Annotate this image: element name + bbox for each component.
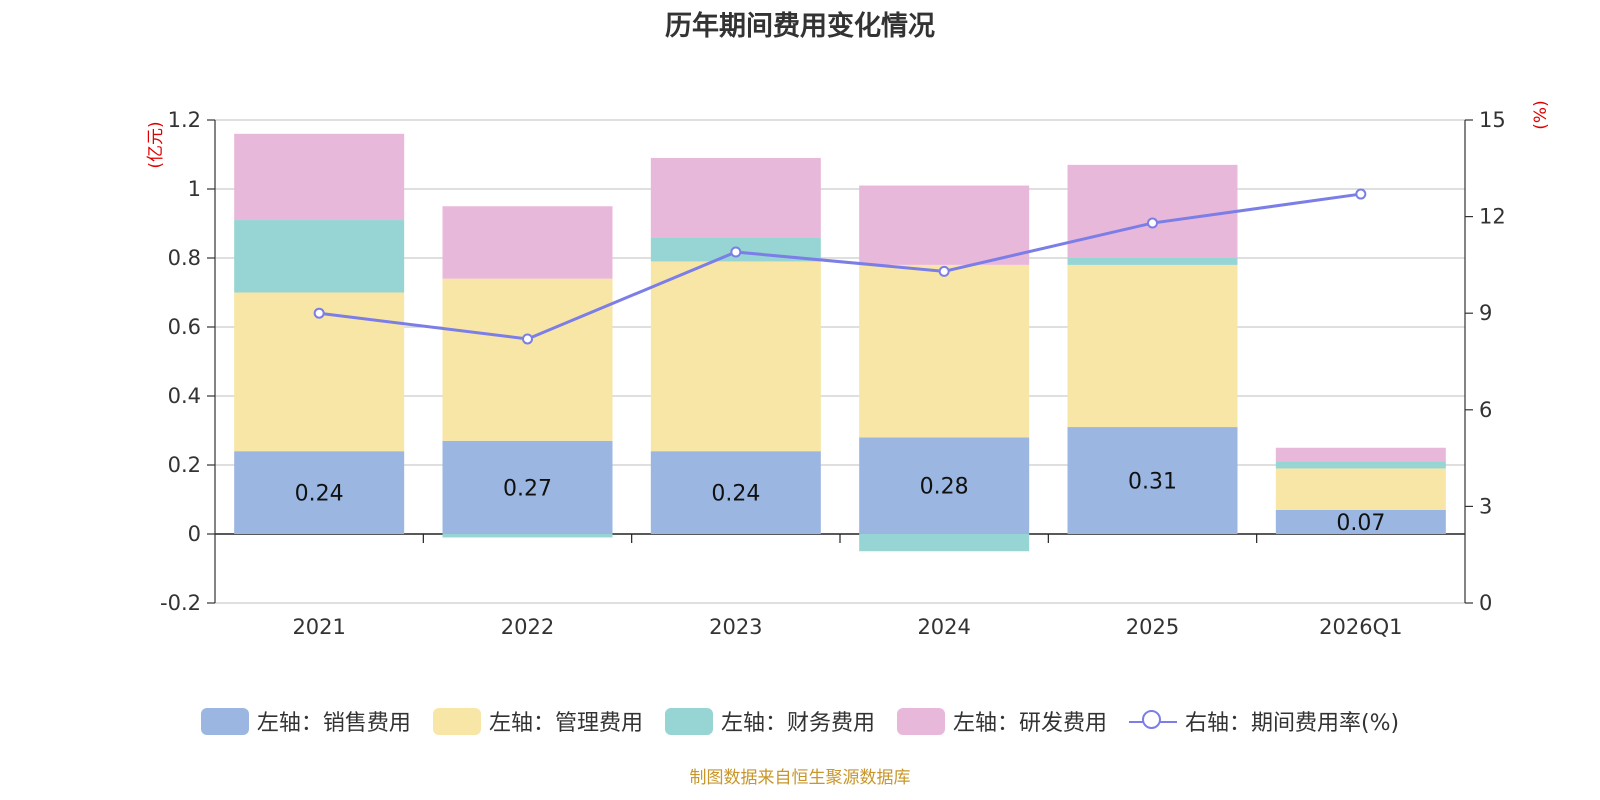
right-axis-unit-label: (%) bbox=[1531, 100, 1551, 129]
bar-segment-series-3 bbox=[234, 220, 405, 293]
legend-swatch bbox=[664, 707, 713, 735]
legend-item-4[interactable]: 左轴：研发费用 bbox=[896, 705, 1107, 737]
x-axis-tick-label: 2025 bbox=[1126, 615, 1179, 639]
x-axis-tick-label: 2022 bbox=[501, 615, 554, 639]
legend-swatch bbox=[896, 707, 945, 735]
legend-label: 左轴：管理费用 bbox=[488, 711, 643, 736]
left-axis-tick-label: -0.2 bbox=[160, 591, 201, 615]
bar-segment-series-3 bbox=[1275, 461, 1446, 469]
bar-data-label: 0.07 bbox=[1336, 511, 1385, 536]
right-axis-tick-label: 15 bbox=[1479, 108, 1506, 132]
right-axis-tick-label: 0 bbox=[1479, 591, 1492, 615]
bar-segment-series-2 bbox=[1275, 468, 1446, 510]
legend-swatch bbox=[200, 707, 249, 735]
legend-label: 左轴：财务费用 bbox=[720, 711, 875, 736]
rate-point bbox=[938, 265, 950, 277]
bar-segment-series-1 bbox=[859, 437, 1030, 534]
bar-segment-series-1 bbox=[650, 451, 821, 534]
right-axis-tick-label: 9 bbox=[1479, 301, 1492, 325]
rate-line bbox=[318, 192, 1362, 341]
source-note: 制图数据来自恒生聚源数据库 bbox=[689, 768, 911, 788]
bar-data-label: 0.24 bbox=[711, 482, 760, 507]
x-axis-tick-label: 2021 bbox=[292, 615, 345, 639]
bar-segment-series-4 bbox=[1067, 164, 1238, 258]
bar-segment-series-1 bbox=[234, 451, 405, 534]
bar-segment-series-4 bbox=[650, 157, 821, 238]
bar-segment-series-2 bbox=[442, 278, 613, 441]
bar-segment-series-2 bbox=[1067, 264, 1238, 428]
legend-swatch bbox=[432, 707, 481, 735]
right-axis-tick-label: 12 bbox=[1479, 205, 1506, 229]
left-axis-tick-label: 0 bbox=[188, 522, 201, 546]
left-axis-tick-label: 0.8 bbox=[168, 246, 201, 270]
legend-item-3[interactable]: 左轴：财务费用 bbox=[664, 705, 875, 737]
rate-point bbox=[313, 307, 325, 319]
bar-segment-series-4 bbox=[442, 206, 613, 279]
bar-segment-series-4 bbox=[1275, 447, 1446, 462]
bar-series bbox=[234, 133, 1446, 552]
legend-label: 左轴：销售费用 bbox=[256, 711, 411, 736]
legend-item-1[interactable]: 左轴：销售费用 bbox=[200, 705, 411, 737]
legend-label: 右轴：期间费用率(%) bbox=[1184, 711, 1400, 736]
rate-point bbox=[1355, 188, 1367, 200]
right-axis-tick-label: 3 bbox=[1479, 494, 1492, 518]
right-axis-tick-label: 6 bbox=[1479, 398, 1492, 422]
axes: -0.2 0 0.2 0.4 0.6 0.8 1 1.2 0 3 6 9 12 15 2021 2022 202… bbox=[146, 100, 1551, 639]
bar-segment-series-3 bbox=[442, 534, 613, 538]
bar-data-label: 0.27 bbox=[503, 476, 552, 501]
left-axis-tick-label: 0.2 bbox=[168, 453, 201, 477]
chart-title: 历年期间费用变化情况 bbox=[665, 11, 935, 42]
bar-segment-series-4 bbox=[234, 133, 405, 221]
left-axis-tick-label: 1 bbox=[188, 177, 201, 201]
left-axis-unit-label: (亿元) bbox=[146, 121, 166, 168]
rate-point bbox=[730, 246, 742, 258]
legend-label: 左轴：研发费用 bbox=[952, 711, 1107, 736]
bar-segment-series-2 bbox=[650, 261, 821, 452]
bar-segment-series-2 bbox=[859, 264, 1030, 438]
legend: 左轴：销售费用 左轴：管理费用 左轴：财务费用 左轴：研发费用 右轴：期间费用率(%) bbox=[0, 705, 1600, 737]
x-axis-tick-label: 2024 bbox=[917, 615, 970, 639]
legend-line-marker-icon bbox=[1128, 708, 1177, 735]
x-axis-tick-label: 2026Q1 bbox=[1319, 615, 1402, 639]
bar-segment-series-1 bbox=[1067, 427, 1238, 534]
bar-data-label: 0.28 bbox=[920, 475, 969, 500]
bar-segment-series-3 bbox=[859, 534, 1030, 552]
bar-segment-series-3 bbox=[1067, 258, 1238, 265]
bar-data-label: 0.31 bbox=[1128, 470, 1177, 495]
left-axis-tick-label: 1.2 bbox=[168, 108, 201, 132]
bar-data-label: 0.24 bbox=[295, 482, 344, 507]
rate-point bbox=[1147, 217, 1158, 229]
data-labels: 0.24 0.27 0.24 0.28 0.31 0.07 bbox=[295, 470, 1386, 536]
bar-segment-series-1 bbox=[1275, 509, 1446, 534]
left-axis-tick-label: 0.6 bbox=[168, 315, 201, 339]
bar-segment-series-4 bbox=[859, 185, 1030, 265]
left-axis-tick-label: 0.4 bbox=[168, 384, 201, 408]
legend-item-2[interactable]: 左轴：管理费用 bbox=[432, 705, 643, 737]
rate-point bbox=[522, 333, 533, 345]
x-axis-tick-label: 2023 bbox=[709, 615, 762, 639]
bar-segment-series-1 bbox=[442, 440, 613, 534]
rate-line-series bbox=[313, 188, 1367, 345]
legend-item-5[interactable]: 右轴：期间费用率(%) bbox=[1128, 705, 1400, 737]
